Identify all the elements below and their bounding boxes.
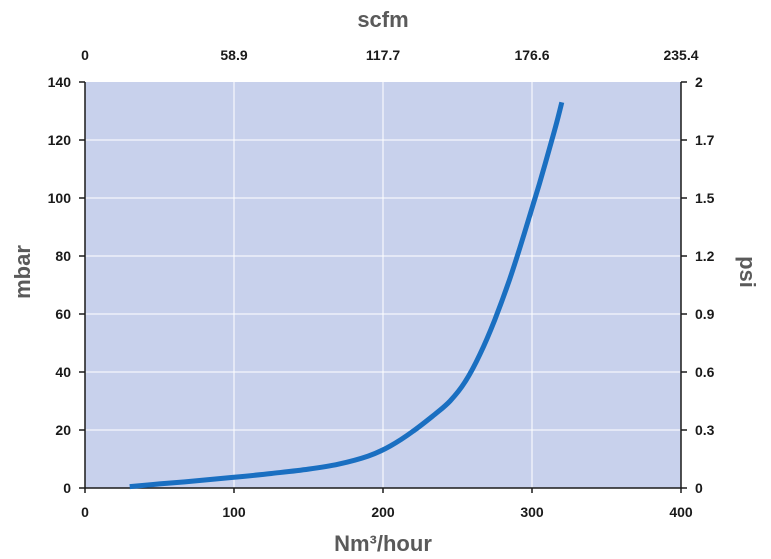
grid-lines: [85, 82, 681, 488]
y2-ticks: 0 0.3 0.6 0.9 1.2 1.5 1.7 2: [681, 74, 715, 496]
x-tick-label-0: 0: [81, 504, 89, 520]
y2-tick-label-2: 0.6: [695, 364, 715, 380]
y2-tick-label-4: 1.2: [695, 248, 715, 264]
y2-tick-label-5: 1.5: [695, 190, 715, 206]
x-axis-title-top: scfm: [357, 7, 408, 32]
x-tick-label-3: 300: [520, 504, 544, 520]
y-tick-label-2: 40: [55, 364, 71, 380]
x-tick-label-1: 100: [222, 504, 246, 520]
y-axis-title-right: psi: [735, 256, 760, 288]
y2-tick-label-3: 0.9: [695, 306, 715, 322]
y-tick-label-7: 140: [48, 74, 72, 90]
y2-tick-label-1: 0.3: [695, 422, 715, 438]
y2-tick-label-0: 0: [695, 480, 703, 496]
x2-ticks: 0 58.9 117.7 176.6 235.4: [81, 47, 699, 63]
y-axis-title-left: mbar: [10, 245, 35, 299]
series-line-0: [129, 101, 565, 490]
series-group: [129, 101, 565, 490]
x2-tick-label-0: 0: [81, 47, 89, 63]
x-tick-label-2: 200: [371, 504, 395, 520]
y-tick-label-0: 0: [63, 480, 71, 496]
y-tick-label-3: 60: [55, 306, 71, 322]
x-ticks: 0 100 200 300 400: [81, 488, 693, 520]
y2-tick-label-7: 2: [695, 74, 703, 90]
y-tick-label-1: 20: [55, 422, 71, 438]
x2-tick-label-4: 235.4: [663, 47, 698, 63]
y2-tick-label-6: 1.7: [695, 132, 715, 148]
x-tick-label-4: 400: [669, 504, 693, 520]
x-axis-title-bottom: Nm³/hour: [334, 531, 432, 556]
x2-tick-label-3: 176.6: [514, 47, 549, 63]
y-tick-label-4: 80: [55, 248, 71, 264]
y-tick-label-6: 120: [48, 132, 72, 148]
y-tick-label-5: 100: [48, 190, 72, 206]
x2-tick-label-1: 58.9: [220, 47, 247, 63]
x2-tick-label-2: 117.7: [366, 47, 400, 63]
y-ticks: 0 20 40 60 80 100 120 140: [48, 74, 85, 496]
